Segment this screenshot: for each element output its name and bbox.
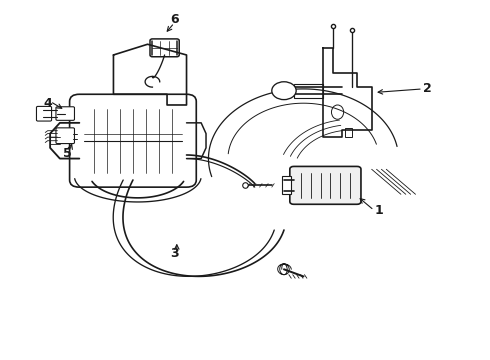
Bar <box>294 84 323 98</box>
Text: 6: 6 <box>170 13 179 26</box>
FancyBboxPatch shape <box>56 128 74 144</box>
FancyBboxPatch shape <box>150 39 179 57</box>
Text: 2: 2 <box>423 82 432 95</box>
Text: 4: 4 <box>43 97 52 110</box>
Ellipse shape <box>331 105 343 119</box>
Text: 3: 3 <box>170 247 179 260</box>
FancyBboxPatch shape <box>290 166 361 204</box>
Circle shape <box>272 82 296 100</box>
FancyBboxPatch shape <box>70 94 196 187</box>
Bar <box>345 128 352 137</box>
Text: 1: 1 <box>375 204 383 217</box>
FancyBboxPatch shape <box>56 107 74 120</box>
FancyBboxPatch shape <box>36 107 51 121</box>
Text: 5: 5 <box>63 147 72 160</box>
Bar <box>282 176 291 194</box>
